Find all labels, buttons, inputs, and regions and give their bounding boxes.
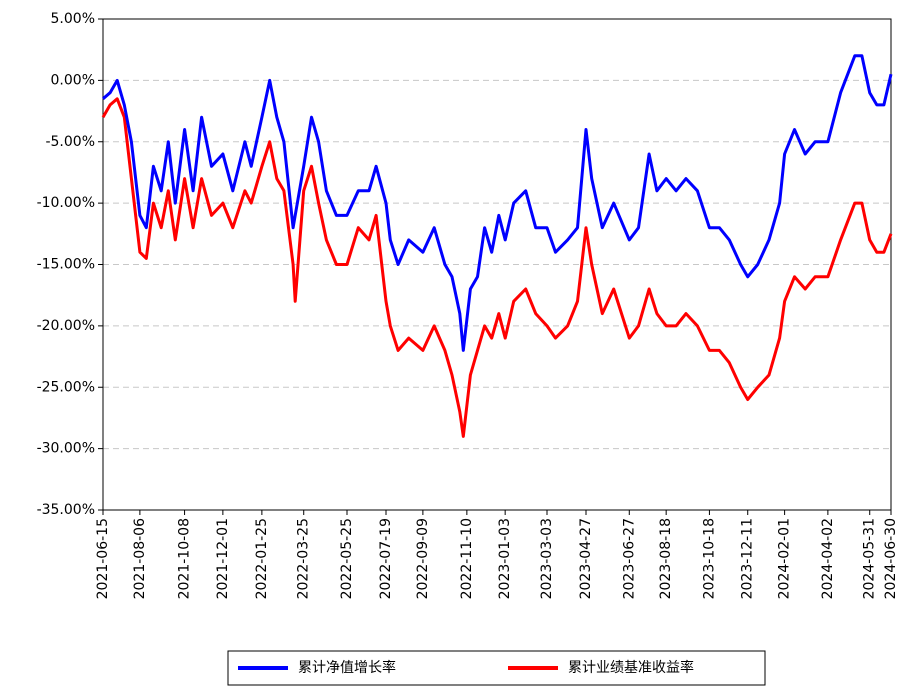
- x-tick-label: 2021-12-01: [215, 518, 231, 599]
- x-tick-label: 2022-11-10: [459, 518, 475, 599]
- x-tick-label: 2023-06-27: [621, 518, 637, 599]
- y-tick-label: -5.00%: [45, 134, 95, 150]
- x-tick-label: 2024-06-30: [883, 518, 899, 599]
- x-tick-label: 2023-03-03: [539, 518, 555, 599]
- x-tick-label: 2023-08-18: [658, 518, 674, 599]
- x-tick-label: 2024-02-01: [777, 518, 793, 599]
- y-tick-label: -10.00%: [37, 195, 95, 211]
- x-tick-label: 2022-07-19: [378, 518, 394, 599]
- x-tick-label: 2022-03-25: [296, 518, 312, 599]
- series-line: [102, 54, 893, 352]
- y-tick-label: -25.00%: [37, 379, 95, 395]
- x-tick-label: 2023-10-18: [701, 518, 717, 599]
- y-tick-label: -15.00%: [37, 257, 95, 273]
- y-tick-label: -35.00%: [37, 502, 95, 518]
- x-tick-label: 2022-01-25: [254, 518, 270, 599]
- plot-frame: [102, 18, 892, 511]
- y-tick-label: 5.00%: [51, 11, 95, 27]
- x-tick-label: 2023-12-11: [740, 518, 756, 599]
- y-tick-label: 0.00%: [51, 72, 95, 88]
- x-tick-label: 2023-04-27: [578, 518, 594, 599]
- x-tick-label: 2023-01-03: [497, 518, 513, 599]
- legend-label: 累计业绩基准收益率: [568, 659, 694, 676]
- x-tick-label: 2021-06-15: [95, 518, 111, 599]
- x-tick-label: 2021-08-06: [132, 518, 148, 599]
- x-tick-label: 2022-05-25: [339, 518, 355, 599]
- legend-label: 累计净值增长率: [298, 659, 396, 676]
- x-tick-label: 2024-04-02: [820, 518, 836, 599]
- legend-box: [227, 650, 766, 686]
- y-tick-label: -20.00%: [37, 318, 95, 334]
- legend: 累计净值增长率 累计业绩基准收益率: [227, 650, 766, 686]
- y-tick-label: -30.00%: [37, 441, 95, 457]
- x-tick-label: 2024-05-31: [862, 518, 878, 599]
- x-tick-label: 2021-10-08: [177, 518, 193, 599]
- series-line: [101, 97, 893, 438]
- x-tick-label: 2022-09-09: [415, 518, 431, 599]
